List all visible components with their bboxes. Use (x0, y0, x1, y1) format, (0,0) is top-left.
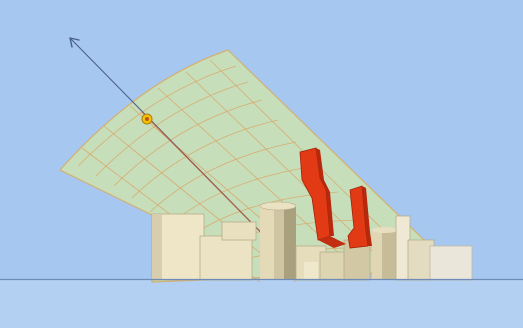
arrow-up-left-icon (69, 37, 80, 48)
sun-marker-icon (141, 113, 153, 125)
obstruction-left (299, 147, 346, 248)
building-left-back (221, 221, 257, 241)
building-left-mid (199, 235, 253, 281)
obstruction-right (347, 185, 372, 249)
building-cylinder (259, 201, 297, 280)
building-right-3 (429, 245, 473, 281)
building-right-cylinder (372, 227, 398, 280)
ground-area (0, 279, 523, 328)
building-cluster (151, 201, 473, 281)
